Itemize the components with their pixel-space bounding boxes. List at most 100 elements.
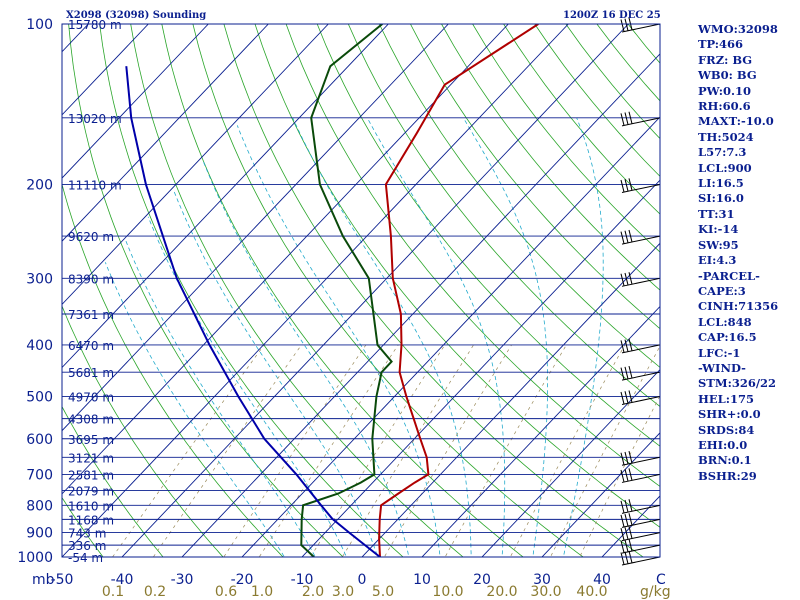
wind-barb-flag [628, 499, 633, 512]
temperature-tick-label: -50 [51, 572, 74, 588]
wind-barb-flag [624, 366, 629, 379]
pressure-tick-label: 200 [26, 177, 53, 193]
height-level-label: 8390 m [68, 272, 114, 286]
height-level-label: 743 m [68, 527, 106, 541]
wind-barb [620, 111, 661, 127]
moist-adiabat-line [173, 190, 379, 557]
height-level-label: 336 m [68, 539, 106, 553]
temperature-tick-label: 10 [413, 572, 431, 588]
mixing-ratio-line [444, 344, 567, 557]
index-value: SRDS:84 [698, 422, 755, 437]
moist-adiabat-line [147, 216, 347, 557]
wind-barb-flag [620, 113, 625, 126]
wind-barb-staff [621, 371, 661, 381]
wind-barb-flag [628, 538, 633, 552]
wind-barb [620, 550, 661, 566]
mixing-ratio-line [112, 344, 265, 557]
wind-barb [620, 229, 661, 245]
wind-barb-staff [621, 344, 661, 354]
index-value: HEL:175 [698, 391, 754, 406]
height-level-label: 1610 m [68, 499, 114, 513]
wind-barb [620, 338, 661, 354]
wind-barb-flag [628, 111, 633, 124]
index-value: WB0: BG [698, 68, 757, 83]
height-level-label: 2079 m [68, 484, 114, 498]
height-level-label: 3121 m [68, 451, 114, 465]
wind-barb-flag [628, 468, 633, 481]
wind-barb-flag [628, 272, 633, 285]
height-level-label: 2581 m [68, 468, 114, 482]
moist-adiabat-line [202, 159, 410, 557]
wind-barbs [620, 17, 661, 566]
isotherm-line [62, 24, 269, 242]
wind-barb [620, 513, 661, 528]
height-level-label: 6470 m [68, 339, 114, 353]
index-value: SW:95 [698, 237, 739, 252]
wind-barb [620, 272, 661, 287]
indices-panel: WMO:32098 TP:466 FRZ: BG WB0: BG PW:0.10 RH:6… [698, 22, 798, 484]
index-value: -PARCEL- [698, 268, 760, 283]
wind-barb-staff [621, 277, 661, 287]
mixing-ratio-line [550, 345, 660, 557]
wind-barb [620, 17, 661, 33]
isotherm-line [62, 24, 209, 179]
index-value: TT:31 [698, 206, 735, 221]
index-value: LCL:900 [698, 160, 752, 175]
wind-barb-staff [621, 473, 661, 483]
index-value: TP:466 [698, 37, 744, 52]
mixing-ratio-tick-label: 3.0 [332, 584, 354, 600]
isotherm-line [0, 24, 28, 568]
wind-barb-flag [620, 19, 625, 32]
wind-barb-staff [621, 532, 661, 542]
wind-barb-flag [628, 526, 633, 539]
wind-barb-flag [620, 469, 625, 483]
wind-barb [620, 468, 661, 483]
wind-barb-staff [621, 518, 661, 528]
wind-barb-flag [624, 391, 629, 404]
index-value: EI:4.3 [698, 253, 737, 268]
isotherm-line [421, 305, 660, 557]
index-value: STM:326/22 [698, 376, 777, 391]
wind-barb-flag [620, 452, 625, 465]
wind-barb-flag [624, 551, 629, 564]
mixing-ratio-line [310, 344, 446, 557]
temperature-profile-line [378, 24, 539, 557]
index-value: KI:-14 [698, 222, 739, 237]
wind-barb-flag [624, 469, 629, 482]
wind-barb-flag [620, 500, 625, 513]
wind-barb-flag [628, 513, 633, 526]
isotherm-line [62, 24, 569, 557]
height-level-label: 4308 m [68, 413, 114, 427]
index-value: SI:16.0 [698, 191, 744, 206]
moist-adiabat-line [125, 240, 316, 557]
wind-barb-flag [624, 230, 629, 243]
mixing-ratio-tick-label: 0.6 [215, 584, 237, 600]
wind-barb-flag [628, 390, 633, 403]
index-value: CINH:71356 [698, 299, 779, 314]
height-level-label: 15780 m [68, 18, 122, 32]
index-value: LFC:-1 [698, 345, 741, 360]
wind-barb-flag [620, 231, 625, 244]
pressure-tick-label: 600 [26, 432, 53, 448]
mixing-ratio-line [509, 344, 626, 557]
isotherm-line [62, 24, 449, 432]
index-value: RH:60.6 [698, 99, 751, 114]
height-level-label: -54 m [68, 551, 103, 565]
mixing-ratio-line [223, 344, 367, 557]
mixing-ratio-tick-label: 2.0 [302, 584, 324, 600]
mixing-ratio-line [152, 344, 302, 557]
mixing-ratio-unit-label: g/kg [640, 584, 671, 600]
wind-barb-flag [624, 272, 629, 286]
parcel-profile-line [125, 66, 381, 557]
wind-barb-flag [624, 513, 629, 527]
isotherm-line [541, 432, 660, 557]
index-value: CAPE:3 [698, 283, 746, 298]
wind-barb-flag [628, 178, 633, 191]
isotherm-line [181, 53, 660, 557]
profile-lines [125, 24, 539, 557]
wind-barb-flag [624, 339, 629, 352]
dry-adiabat-line [161, 24, 524, 557]
wind-barb [620, 526, 661, 542]
